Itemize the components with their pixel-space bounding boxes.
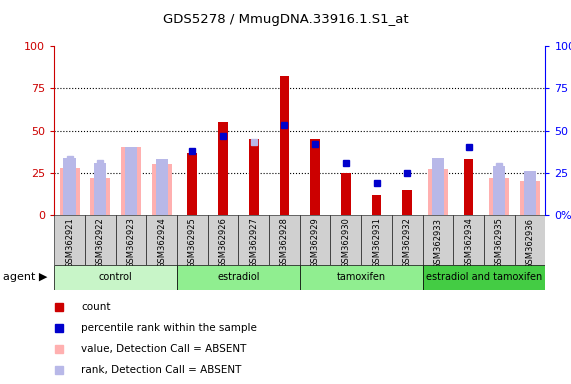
Text: GSM362926: GSM362926 — [219, 217, 228, 268]
Bar — [155, 159, 168, 215]
Bar — [121, 147, 141, 215]
Bar — [423, 215, 453, 265]
Bar — [520, 181, 540, 215]
Bar — [218, 122, 228, 215]
Text: GSM362936: GSM362936 — [525, 217, 534, 268]
Text: count: count — [81, 302, 111, 312]
Text: GSM362928: GSM362928 — [280, 217, 289, 268]
Bar — [524, 171, 536, 215]
Bar — [177, 265, 300, 290]
Bar — [341, 173, 351, 215]
Bar — [85, 215, 115, 265]
Bar — [361, 215, 392, 265]
Text: GSM362925: GSM362925 — [188, 217, 197, 268]
Bar — [403, 190, 412, 215]
Bar — [187, 152, 197, 215]
Bar — [331, 215, 361, 265]
Text: GSM362922: GSM362922 — [96, 217, 105, 268]
Text: tamoxifen: tamoxifen — [336, 272, 386, 283]
Bar — [239, 215, 269, 265]
Bar — [115, 215, 146, 265]
Text: estradiol: estradiol — [217, 272, 260, 283]
Text: GSM362931: GSM362931 — [372, 217, 381, 268]
Bar — [177, 215, 208, 265]
Bar — [269, 215, 300, 265]
Bar — [489, 178, 509, 215]
Bar — [484, 215, 514, 265]
Bar — [146, 215, 177, 265]
Bar — [249, 139, 259, 215]
Text: GSM362934: GSM362934 — [464, 217, 473, 268]
Bar — [392, 215, 423, 265]
Text: GSM362921: GSM362921 — [65, 217, 74, 268]
Bar — [300, 265, 423, 290]
Bar — [280, 76, 289, 215]
Bar — [59, 168, 79, 215]
Bar — [63, 157, 76, 215]
Bar — [90, 178, 110, 215]
Text: GSM362924: GSM362924 — [157, 217, 166, 268]
Bar — [152, 164, 172, 215]
Bar — [514, 215, 545, 265]
Bar — [423, 265, 545, 290]
Text: agent ▶: agent ▶ — [3, 272, 47, 283]
Bar — [300, 215, 331, 265]
Text: GSM362927: GSM362927 — [249, 217, 258, 268]
Bar — [310, 139, 320, 215]
Bar — [208, 215, 238, 265]
Text: GSM362929: GSM362929 — [311, 217, 320, 268]
Text: GSM362932: GSM362932 — [403, 217, 412, 268]
Text: GSM362933: GSM362933 — [433, 217, 443, 268]
Bar — [94, 163, 106, 215]
Text: GSM362923: GSM362923 — [126, 217, 135, 268]
Text: percentile rank within the sample: percentile rank within the sample — [81, 323, 257, 333]
Text: GDS5278 / MmugDNA.33916.1.S1_at: GDS5278 / MmugDNA.33916.1.S1_at — [163, 13, 408, 26]
Bar — [372, 195, 381, 215]
Text: control: control — [99, 272, 132, 283]
Text: value, Detection Call = ABSENT: value, Detection Call = ABSENT — [81, 344, 247, 354]
Bar — [432, 157, 444, 215]
Text: GSM362930: GSM362930 — [341, 217, 351, 268]
Text: rank, Detection Call = ABSENT: rank, Detection Call = ABSENT — [81, 364, 242, 374]
Bar — [125, 147, 137, 215]
Text: estradiol and tamoxifen: estradiol and tamoxifen — [426, 272, 542, 283]
Bar — [493, 166, 505, 215]
Bar — [453, 215, 484, 265]
Bar — [54, 265, 177, 290]
Bar — [428, 169, 448, 215]
Bar — [464, 159, 473, 215]
Text: GSM362935: GSM362935 — [494, 217, 504, 268]
Bar — [54, 215, 85, 265]
